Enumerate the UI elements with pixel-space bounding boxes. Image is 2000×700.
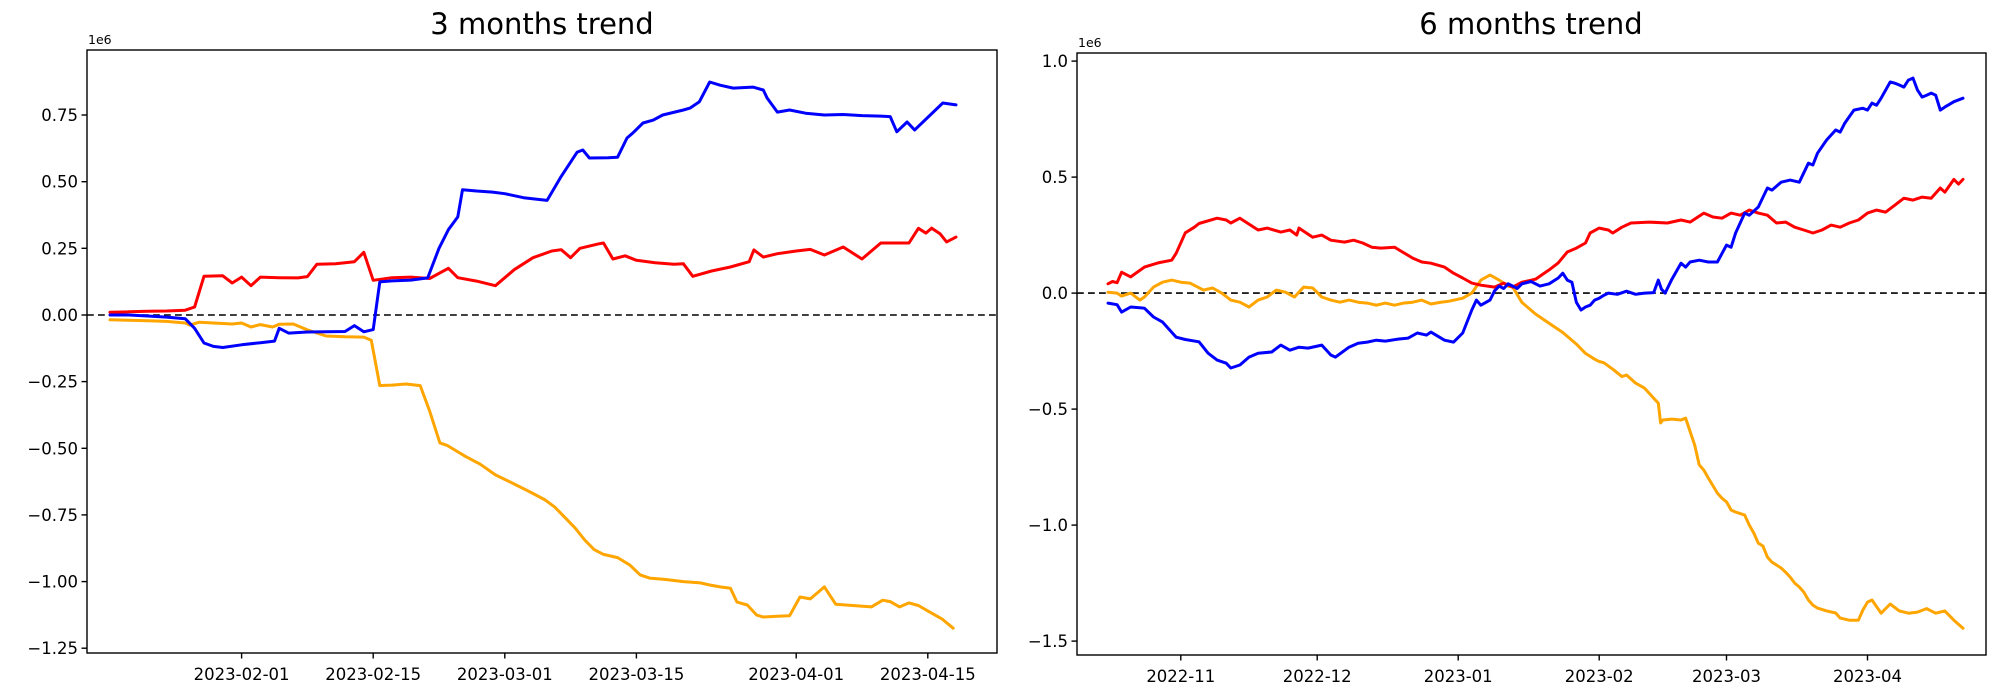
chart-title-6-months: 6 months trend	[1419, 7, 1642, 41]
x-tick-label: 2023-02	[1565, 667, 1634, 686]
y-axis-offset-label-right: 1e6	[1078, 35, 1102, 50]
y-tick-label: −0.5	[1028, 400, 1068, 419]
x-tick-label: 2022-12	[1283, 667, 1352, 686]
x-tick-label: 2023-02-01	[194, 665, 290, 684]
series-line-blue	[1106, 76, 1965, 370]
y-tick-label: −1.5	[1028, 632, 1068, 651]
series-line-blue	[108, 80, 958, 349]
x-tick-label: 2023-03-01	[457, 665, 553, 684]
x-tick-label: 2023-03	[1692, 667, 1761, 686]
y-tick-label: 0.0	[1042, 284, 1068, 303]
x-tick-label: 2023-04-15	[880, 665, 976, 684]
y-tick-label: 1.0	[1042, 52, 1068, 71]
axes-frame	[1076, 52, 1987, 656]
y-tick-label: −1.00	[27, 573, 78, 592]
chart-6-months: 1.0 0.5 0.0 −0.5 −1.0 −1.5 2022-11 2022-12 2023-…	[1028, 52, 1987, 686]
y-tick-label: 0.00	[41, 306, 78, 325]
series-line-orange	[1106, 273, 1965, 630]
series-line-red	[108, 226, 958, 314]
series-line-red	[1106, 177, 1965, 289]
y-tick-label: −0.50	[27, 439, 78, 458]
y-axis-offset-label-left: 1e6	[88, 32, 112, 47]
y-tick-label: −1.0	[1028, 516, 1068, 535]
y-tick-label: −0.75	[27, 506, 78, 525]
y-tick-label: 0.5	[1042, 168, 1068, 187]
x-tick-label: 2023-04	[1833, 667, 1902, 686]
y-tick-label: 0.75	[41, 106, 78, 125]
x-tick-label: 2023-04-01	[748, 665, 844, 684]
x-tick-label: 2023-03-15	[588, 665, 684, 684]
y-tick-label: −0.25	[27, 373, 78, 392]
series-line-orange	[108, 318, 955, 630]
axes-frame	[86, 49, 998, 654]
y-tick-label: 0.50	[41, 173, 78, 192]
x-tick-label: 2023-02-15	[325, 665, 421, 684]
y-tick-label: 0.25	[41, 239, 78, 258]
x-tick-label: 2023-01	[1424, 667, 1493, 686]
chart-title-3-months: 3 months trend	[430, 7, 653, 41]
x-tick-label: 2022-11	[1146, 667, 1215, 686]
chart-3-months: 0.75 0.50 0.25 0.00 −0.25 −0.50 −0.75 −1.00 −1.2…	[27, 49, 998, 684]
y-tick-label: −1.25	[27, 639, 78, 658]
